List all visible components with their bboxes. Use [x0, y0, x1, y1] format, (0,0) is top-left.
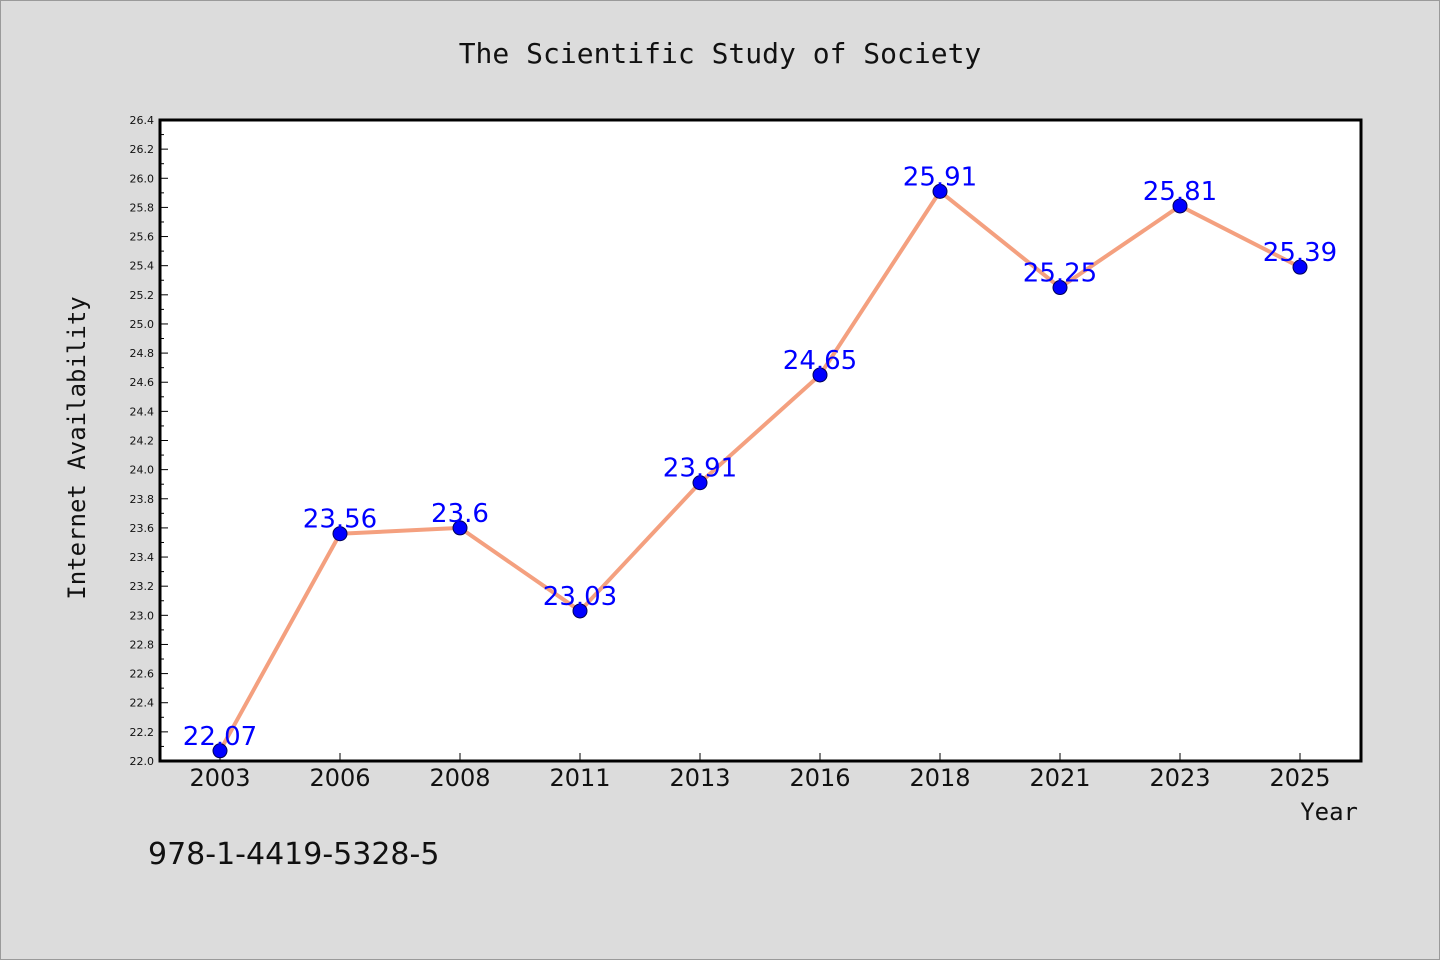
data-point: [212, 743, 228, 759]
data-labels: 22.07 23.56 23.6 23.03 23.91 24.65 25.91 25.25 2…: [183, 162, 1337, 751]
y-tick-label: 26.0: [130, 172, 155, 185]
x-tick-label: 2006: [309, 764, 370, 792]
data-label: 23.91: [663, 454, 737, 484]
y-axis-title: Internet Availability: [63, 296, 91, 599]
data-point: [572, 603, 588, 619]
x-tick-label: 2016: [789, 764, 850, 792]
data-label: 23.03: [543, 582, 617, 612]
y-tick-label: 24.4: [130, 405, 155, 418]
data-point: [692, 475, 708, 491]
y-tick-label: 22.8: [130, 638, 155, 651]
x-axis-title: Year: [1300, 798, 1358, 826]
isbn-footer: 978-1-4419-5328-5: [148, 837, 439, 872]
data-point: [812, 367, 828, 383]
data-label: 25.91: [903, 162, 977, 192]
data-label: 25.39: [1263, 238, 1337, 268]
series-markers: [212, 183, 1308, 759]
x-tick-label: 2013: [669, 764, 730, 792]
chart-title: The Scientific Study of Society: [459, 37, 982, 70]
data-label: 23.56: [303, 505, 377, 535]
y-tick-label: 22.4: [130, 697, 155, 710]
data-label: 25.25: [1023, 259, 1097, 289]
x-tick-label: 2018: [909, 764, 970, 792]
y-tick-label: 23.0: [130, 609, 155, 622]
x-tick-label: 2003: [189, 764, 250, 792]
data-point: [452, 520, 468, 536]
y-tick-label: 25.2: [130, 289, 155, 302]
y-tick-label: 22.2: [130, 726, 155, 739]
data-point: [1292, 259, 1308, 275]
x-tick-label: 2008: [429, 764, 490, 792]
data-point: [1052, 280, 1068, 296]
x-tick-label: 2021: [1029, 764, 1090, 792]
y-axis-ticks: 22.0 22.2 22.4 22.6 22.8 23.0 23.2 23.4 23.6 23.8…: [130, 114, 168, 768]
x-tick-label: 2011: [549, 764, 610, 792]
y-tick-label: 22.0: [130, 755, 155, 768]
y-tick-label: 23.6: [130, 522, 155, 535]
data-point: [332, 526, 348, 542]
y-tick-label: 24.8: [130, 347, 155, 360]
y-tick-label: 23.2: [130, 580, 155, 593]
y-tick-label: 24.6: [130, 376, 155, 389]
y-tick-label: 24.0: [130, 464, 155, 477]
data-label: 25.81: [1143, 177, 1217, 207]
y-tick-label: 23.4: [130, 551, 155, 564]
y-tick-label: 23.8: [130, 493, 155, 506]
y-tick-label: 22.6: [130, 668, 155, 681]
plot-area: [158, 118, 1363, 763]
y-tick-label: 26.4: [130, 114, 155, 127]
series-line: [218, 189, 1302, 753]
y-tick-label: 26.2: [130, 143, 155, 156]
y-tick-label: 25.0: [130, 318, 155, 331]
data-label: 22.07: [183, 722, 257, 752]
data-point: [1172, 198, 1188, 214]
y-tick-label: 25.6: [130, 231, 155, 244]
y-tick-label: 25.8: [130, 201, 155, 214]
data-label: 24.65: [783, 346, 857, 376]
y-tick-label: 24.2: [130, 435, 155, 448]
data-point: [932, 183, 948, 199]
x-tick-label: 2025: [1269, 764, 1330, 792]
data-label: 23.6: [431, 499, 489, 529]
y-tick-label: 25.4: [130, 260, 155, 273]
x-axis-ticks: 2003 2006 2008 2011 2013 2016 2018 2021 2023 2025: [189, 753, 1331, 792]
x-tick-label: 2023: [1149, 764, 1210, 792]
